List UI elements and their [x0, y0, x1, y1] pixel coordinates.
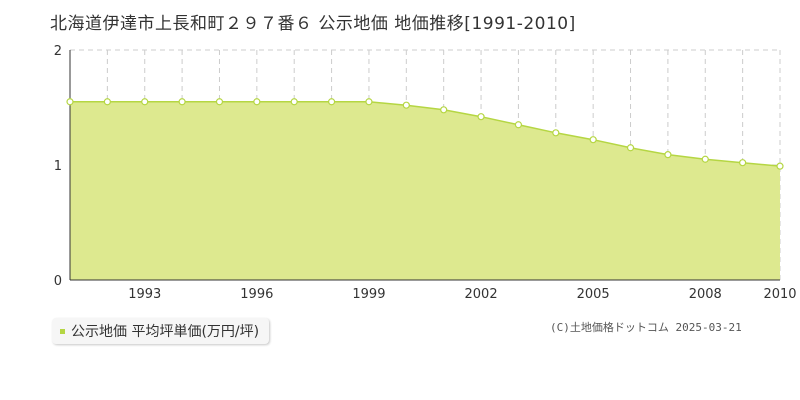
x-tick-label: 1999: [352, 287, 385, 302]
data-point: [178, 98, 186, 106]
data-point: [626, 144, 635, 152]
data-point: [477, 113, 485, 121]
series-line: [70, 101, 781, 167]
copyright-credit: (C)土地価格ドットコム 2025-03-21: [550, 321, 742, 334]
data-point: [776, 162, 784, 170]
series-area: [70, 101, 780, 280]
data-point: [290, 98, 298, 106]
x-tick-label: 1996: [240, 287, 273, 302]
data-area: [70, 101, 781, 280]
data-points: [66, 98, 784, 170]
data-point: [552, 129, 560, 137]
data-point: [440, 106, 448, 114]
legend-label: 公示地価 平均坪単価(万円/坪): [71, 324, 260, 340]
data-point: [141, 98, 149, 106]
x-tick-label: 1993: [128, 287, 161, 302]
legend-marker: [60, 328, 65, 334]
data-point: [365, 98, 373, 106]
y-tick-label: 1: [54, 159, 62, 174]
data-point: [739, 159, 747, 167]
tick-labels: 0 1 2 1993 1996 1999 2002 2005 2008 2010: [54, 44, 797, 302]
data-point: [664, 151, 672, 159]
data-point: [66, 98, 74, 106]
data-point: [589, 136, 597, 144]
data-point: [215, 98, 224, 106]
data-point: [402, 101, 410, 109]
x-tick-label: 2005: [577, 287, 610, 302]
x-tick-label: 2010: [763, 287, 796, 302]
data-point: [253, 98, 261, 106]
axes: [69, 50, 780, 281]
data-point: [701, 155, 709, 163]
data-point: [514, 121, 523, 129]
legend: 公示地価 平均坪単価(万円/坪): [52, 318, 270, 344]
chart-title: 北海道伊達市上長和町２９７番６ 公示地価 地価推移[1991-2010]: [50, 14, 576, 34]
y-tick-label: 2: [54, 44, 62, 59]
x-tick-label: 2008: [689, 287, 722, 302]
y-tick-label: 0: [54, 274, 62, 289]
data-point: [327, 98, 336, 106]
data-point: [103, 98, 111, 106]
x-tick-label: 2002: [465, 287, 498, 302]
